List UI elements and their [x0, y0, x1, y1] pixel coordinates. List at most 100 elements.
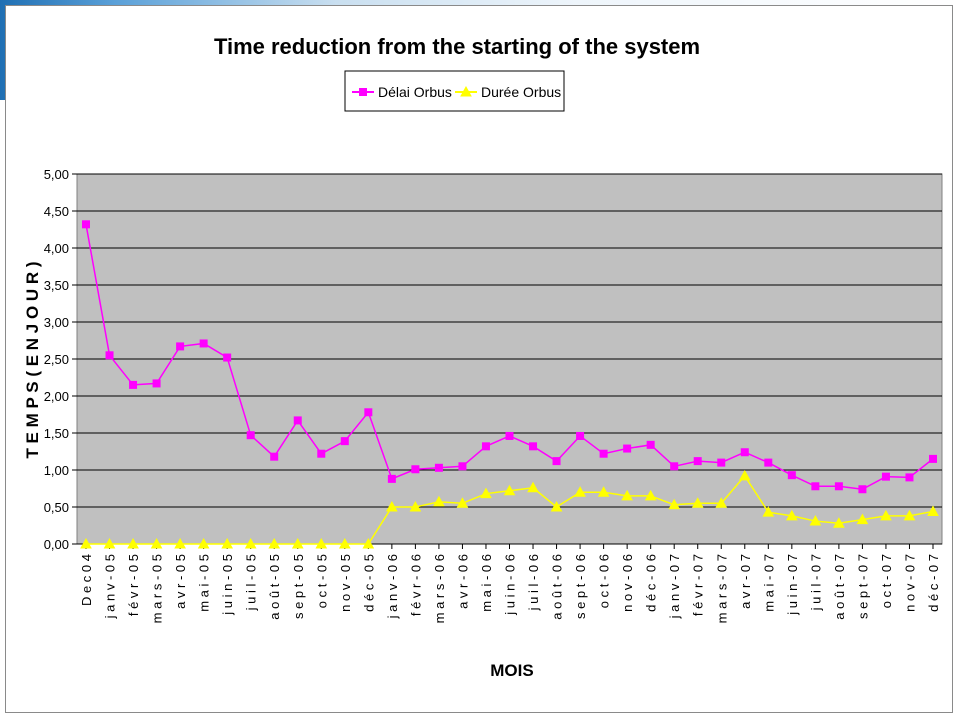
data-point — [623, 444, 632, 453]
data-point — [174, 537, 186, 549]
series-duree-orbus — [80, 469, 939, 549]
y-tick-label: 2,00 — [44, 389, 69, 404]
legend-marker — [359, 88, 367, 96]
y-axis-title: T E M P S ( E N J O U R ) — [23, 261, 42, 458]
data-point — [364, 408, 373, 417]
x-tick-label: j u i n - 0 6 — [503, 554, 518, 616]
x-tick-label: a o û t - 0 7 — [832, 554, 847, 620]
data-point — [197, 537, 210, 549]
data-point — [599, 449, 608, 458]
x-tick-label: a o û t - 0 5 — [267, 554, 282, 620]
data-point — [246, 431, 255, 440]
x-tick-label: j u i l - 0 6 — [526, 554, 541, 611]
x-tick-label: m a i - 0 7 — [761, 554, 776, 612]
legend: Délai Orbus Durée Orbus — [344, 70, 565, 112]
data-point — [338, 537, 351, 549]
data-point — [127, 537, 139, 549]
x-tick-label: a v r - 0 5 — [173, 554, 188, 609]
x-tick-label: j u i l - 0 5 — [244, 554, 259, 611]
data-point — [411, 465, 420, 474]
data-point — [505, 431, 514, 440]
x-tick-label: d é c - 0 6 — [644, 554, 659, 612]
data-point — [715, 497, 728, 508]
data-point — [670, 462, 679, 471]
data-point — [268, 537, 281, 549]
y-tick-label: 0,50 — [44, 500, 69, 515]
data-point — [458, 462, 467, 471]
data-point — [480, 487, 492, 499]
data-point — [646, 440, 655, 449]
x-tick-label: m a i - 0 6 — [479, 554, 494, 612]
data-point — [503, 484, 516, 496]
data-point — [927, 505, 939, 516]
x-tick-label: o c t - 0 7 — [879, 554, 894, 608]
series-delai-orbus — [82, 220, 937, 494]
data-point — [80, 537, 92, 549]
legend-label: Délai Orbus — [378, 84, 452, 100]
data-point — [340, 437, 349, 446]
data-point — [762, 506, 775, 517]
x-tick-label: d é c - 0 5 — [361, 554, 376, 612]
y-tick-label: 3,50 — [44, 278, 69, 293]
series-layer — [80, 220, 939, 549]
data-point — [176, 342, 185, 351]
data-point — [221, 537, 234, 549]
data-point — [644, 489, 657, 501]
y-tick-label: 2,50 — [44, 352, 69, 367]
data-point — [552, 457, 561, 466]
data-point — [150, 537, 163, 549]
data-point — [409, 500, 422, 512]
legend-marker — [460, 85, 472, 97]
data-point — [244, 537, 257, 549]
x-tick-label: d é c - 0 7 — [926, 554, 941, 612]
data-point — [717, 458, 726, 467]
data-point — [738, 469, 751, 481]
x-tick-label: n o v - 0 6 — [620, 554, 635, 612]
data-point — [597, 486, 610, 497]
data-point — [291, 537, 304, 549]
x-tick-label: D e c 0 4 — [79, 554, 94, 606]
y-tick-label: 4,00 — [44, 241, 69, 256]
data-point — [315, 537, 328, 549]
data-point — [811, 482, 820, 491]
y-axis-ticks: 0,00 0,50 1,00 1,50 2,00 2,50 3,00 3,50 4,00 4,50… — [44, 167, 77, 552]
y-tick-label: 1,00 — [44, 463, 69, 478]
data-point — [834, 482, 843, 491]
data-point — [785, 509, 798, 521]
data-point — [529, 442, 538, 451]
data-point — [387, 474, 396, 483]
legend-box — [344, 70, 565, 112]
data-point — [833, 517, 845, 528]
data-point — [527, 481, 539, 493]
x-tick-label: j a n v - 0 5 — [103, 554, 118, 619]
data-point — [317, 449, 326, 458]
x-tick-label: s e p t - 0 7 — [855, 554, 870, 619]
data-point — [691, 497, 704, 508]
data-point — [880, 509, 892, 521]
x-axis-title: MOIS — [490, 661, 533, 680]
x-tick-label: o c t - 0 6 — [597, 554, 612, 608]
data-point — [199, 339, 208, 348]
data-point — [574, 486, 586, 497]
y-tick-label: 5,00 — [44, 167, 69, 182]
x-tick-label: m a r s - 0 7 — [714, 554, 729, 623]
data-point — [103, 537, 116, 549]
data-point — [481, 442, 490, 451]
data-point — [881, 472, 890, 481]
y-tick-label: 1,50 — [44, 426, 69, 441]
x-tick-label: o c t - 0 5 — [314, 554, 329, 608]
legend-label: Durée Orbus — [481, 84, 561, 100]
data-point — [433, 495, 445, 507]
x-tick-label: n o v - 0 7 — [902, 554, 917, 612]
x-tick-label: j a n v - 0 6 — [385, 554, 400, 619]
x-tick-label: j u i n - 0 7 — [785, 554, 800, 616]
data-point — [905, 473, 914, 482]
x-tick-label: a v r - 0 7 — [738, 554, 753, 609]
data-point — [386, 500, 398, 512]
x-tick-label: m a i - 0 5 — [197, 554, 212, 612]
data-point — [129, 380, 138, 389]
data-point — [809, 515, 822, 526]
x-tick-label: n o v - 0 5 — [338, 554, 353, 612]
data-point — [740, 448, 749, 457]
